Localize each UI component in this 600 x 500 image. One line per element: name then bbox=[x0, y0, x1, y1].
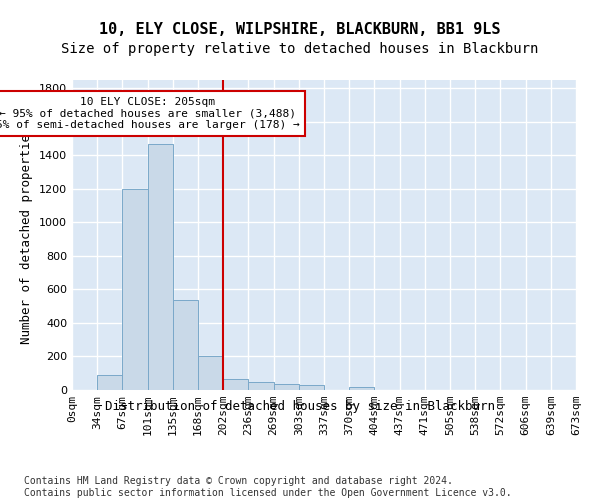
Bar bbox=[122, 189, 148, 390]
Bar bbox=[173, 300, 198, 390]
Bar bbox=[349, 388, 374, 390]
Bar bbox=[274, 384, 299, 390]
Bar bbox=[223, 379, 248, 390]
Text: Size of property relative to detached houses in Blackburn: Size of property relative to detached ho… bbox=[61, 42, 539, 56]
Bar bbox=[198, 356, 223, 390]
Text: Distribution of detached houses by size in Blackburn: Distribution of detached houses by size … bbox=[105, 400, 495, 413]
Y-axis label: Number of detached properties: Number of detached properties bbox=[20, 126, 34, 344]
Bar bbox=[299, 386, 324, 390]
Bar bbox=[148, 144, 173, 390]
Bar bbox=[97, 375, 122, 390]
Text: Contains HM Land Registry data © Crown copyright and database right 2024.
Contai: Contains HM Land Registry data © Crown c… bbox=[24, 476, 512, 498]
Text: 10 ELY CLOSE: 205sqm
← 95% of detached houses are smaller (3,488)
5% of semi-det: 10 ELY CLOSE: 205sqm ← 95% of detached h… bbox=[0, 97, 299, 130]
Bar bbox=[248, 382, 274, 390]
Text: 10, ELY CLOSE, WILPSHIRE, BLACKBURN, BB1 9LS: 10, ELY CLOSE, WILPSHIRE, BLACKBURN, BB1… bbox=[99, 22, 501, 38]
